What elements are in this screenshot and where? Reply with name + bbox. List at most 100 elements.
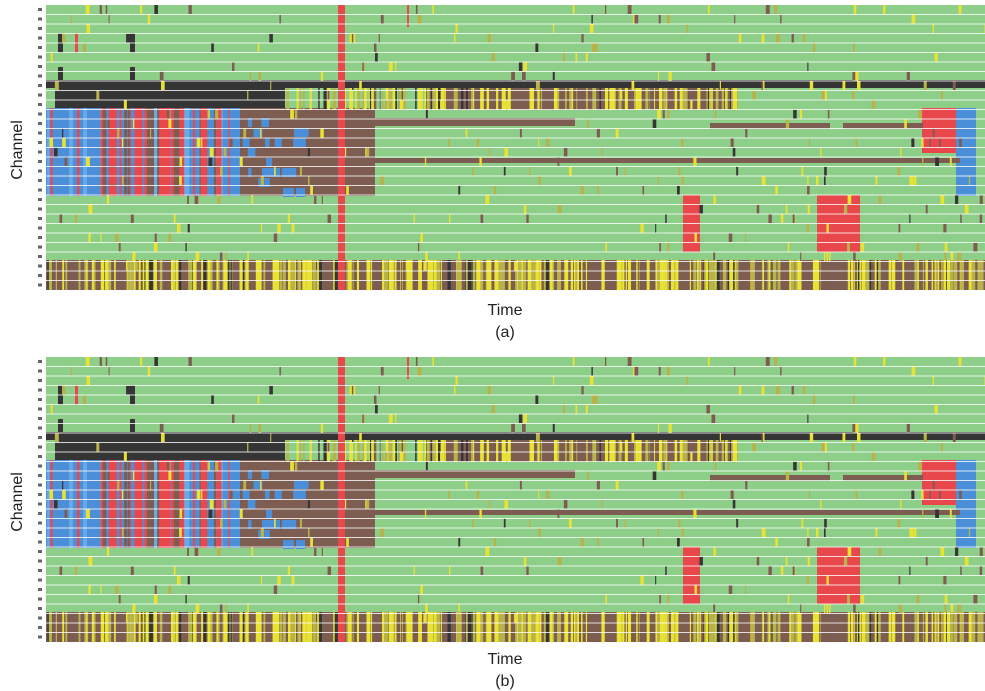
texture — [334, 88, 336, 110]
texture — [862, 260, 866, 290]
cell-block — [154, 460, 157, 548]
texture — [813, 43, 815, 52]
texture — [960, 260, 964, 290]
texture — [909, 176, 912, 185]
texture — [573, 357, 575, 366]
texture — [371, 612, 372, 642]
texture — [185, 243, 186, 252]
texture — [54, 500, 58, 509]
texture — [902, 612, 904, 642]
texture — [800, 462, 802, 471]
texture — [866, 260, 869, 290]
texture — [612, 88, 615, 110]
texture — [620, 91, 622, 100]
texture — [762, 34, 765, 43]
cell-block — [201, 108, 207, 196]
tick-mark — [38, 598, 42, 601]
texture — [788, 595, 790, 604]
texture — [813, 395, 815, 404]
texture — [522, 424, 526, 433]
texture — [960, 214, 961, 223]
texture — [686, 24, 688, 33]
texture — [109, 367, 110, 376]
cell-block — [956, 460, 976, 548]
texture — [943, 224, 946, 233]
texture — [529, 167, 530, 176]
texture — [657, 612, 660, 642]
texture — [436, 440, 438, 462]
texture — [658, 88, 662, 110]
texture — [665, 214, 666, 223]
texture — [448, 490, 450, 499]
texture — [318, 88, 319, 110]
texture — [575, 53, 577, 62]
texture — [655, 260, 657, 290]
texture — [592, 440, 596, 462]
texture — [250, 72, 252, 81]
texture — [854, 357, 857, 366]
texture — [793, 462, 797, 471]
texture — [352, 81, 353, 90]
texture — [209, 462, 210, 471]
texture — [581, 260, 583, 290]
texture — [288, 612, 291, 642]
texture — [458, 186, 460, 195]
texture — [488, 386, 492, 395]
texture — [217, 260, 219, 290]
texture — [628, 260, 631, 290]
texture — [196, 604, 200, 613]
texture — [853, 604, 856, 613]
texture — [670, 260, 672, 290]
texture — [745, 233, 746, 242]
texture — [504, 519, 506, 528]
texture — [766, 5, 770, 14]
tick-mark — [38, 208, 42, 211]
texture — [780, 15, 781, 24]
texture — [733, 88, 737, 110]
cell-block — [174, 460, 180, 548]
cell-block — [375, 158, 960, 163]
texture — [314, 547, 316, 556]
texture — [187, 547, 189, 556]
texture — [634, 15, 638, 24]
texture — [586, 260, 587, 290]
texture — [179, 528, 182, 537]
texture — [472, 260, 473, 290]
texture — [694, 233, 696, 242]
texture — [71, 15, 72, 24]
texture — [681, 528, 683, 537]
texture — [479, 509, 481, 518]
tick-mark — [38, 75, 42, 78]
texture — [960, 612, 964, 642]
texture — [667, 462, 670, 471]
texture — [969, 260, 972, 290]
texture — [480, 440, 484, 462]
texture — [357, 88, 359, 110]
texture — [926, 205, 928, 214]
texture — [122, 490, 123, 499]
cell-block — [119, 460, 121, 548]
tick-mark — [38, 8, 42, 11]
texture — [183, 612, 185, 642]
texture — [131, 214, 134, 223]
texture — [681, 260, 684, 290]
texture — [385, 452, 387, 461]
texture — [487, 260, 489, 290]
tick-mark — [38, 198, 42, 201]
texture — [680, 88, 683, 110]
texture — [133, 471, 134, 480]
texture — [504, 500, 508, 509]
texture — [967, 260, 969, 290]
texture — [308, 176, 310, 185]
texture — [300, 519, 302, 528]
texture — [558, 205, 562, 214]
texture — [807, 528, 808, 537]
cell-block — [161, 460, 166, 548]
texture — [220, 252, 223, 261]
texture — [139, 260, 141, 290]
texture — [924, 81, 927, 90]
texture — [449, 566, 450, 575]
texture — [601, 148, 602, 157]
tick-mark — [38, 607, 42, 610]
texture — [487, 612, 489, 642]
